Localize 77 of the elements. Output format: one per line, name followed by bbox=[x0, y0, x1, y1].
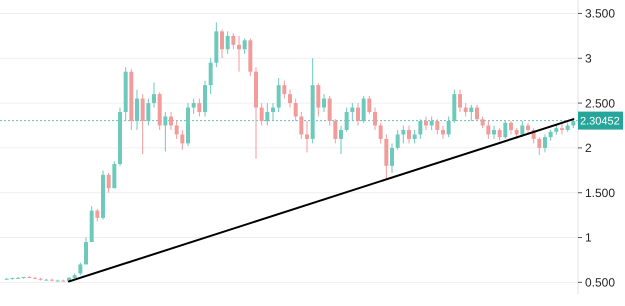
candlestick bbox=[163, 112, 168, 152]
candlestick bbox=[288, 89, 292, 108]
candlestick bbox=[305, 120, 309, 153]
candlestick bbox=[458, 89, 462, 113]
candlestick bbox=[152, 82, 156, 108]
y-tick-label: 1 bbox=[585, 230, 592, 245]
ref-line-label: 2.30452 bbox=[580, 115, 620, 128]
candlestick bbox=[174, 120, 179, 140]
candlestick bbox=[469, 104, 474, 122]
candlestick bbox=[328, 95, 332, 126]
candlestick bbox=[140, 94, 145, 155]
candlestick bbox=[475, 104, 479, 122]
candlestick bbox=[418, 118, 422, 140]
y-tick-label: 1.500 bbox=[585, 186, 616, 200]
candlestick bbox=[424, 116, 428, 130]
candlestick bbox=[503, 120, 508, 140]
candlestick bbox=[78, 262, 82, 276]
candlestick bbox=[294, 98, 298, 122]
y-tick-label: 3.500 bbox=[585, 6, 616, 21]
candlestick bbox=[401, 124, 406, 144]
candlestick bbox=[486, 120, 490, 140]
candlestick bbox=[509, 120, 513, 135]
candlestick bbox=[208, 58, 213, 95]
candlestick bbox=[446, 116, 451, 138]
candlestick bbox=[322, 94, 326, 113]
candlestick bbox=[362, 95, 366, 124]
candlestick bbox=[480, 116, 485, 129]
candlestick bbox=[169, 112, 173, 130]
candlestick bbox=[95, 208, 100, 222]
candlestick bbox=[560, 120, 564, 135]
candlestick bbox=[344, 107, 349, 132]
candlestick bbox=[378, 122, 383, 144]
candlestick bbox=[265, 102, 270, 126]
candlestick bbox=[135, 89, 139, 130]
candlestick bbox=[464, 102, 468, 118]
candlestick bbox=[441, 124, 445, 140]
candlestick bbox=[407, 124, 411, 144]
candlestick bbox=[356, 102, 360, 126]
candlestick bbox=[526, 122, 530, 135]
candlestick bbox=[197, 98, 202, 118]
candlestick bbox=[260, 102, 264, 126]
y-tick-label: 0.500 bbox=[585, 276, 616, 290]
candlestick bbox=[84, 237, 88, 265]
y-tick-label: 3 bbox=[585, 51, 592, 66]
candlestick bbox=[548, 129, 553, 142]
candlestick bbox=[299, 112, 304, 140]
candlestick bbox=[430, 116, 434, 130]
candlestick bbox=[316, 82, 320, 118]
candlestick bbox=[492, 124, 496, 140]
candlestick bbox=[220, 29, 224, 59]
candlestick bbox=[146, 98, 150, 126]
candlestick bbox=[350, 102, 354, 122]
candlestick bbox=[339, 124, 343, 155]
candlestick bbox=[520, 120, 524, 138]
candlestick bbox=[282, 80, 286, 100]
candlestick bbox=[231, 32, 236, 50]
candlestick bbox=[271, 102, 275, 122]
candlestick bbox=[412, 129, 417, 144]
candlestick bbox=[242, 38, 247, 54]
candlestick bbox=[435, 118, 440, 135]
candlestick bbox=[106, 172, 111, 194]
candlestick bbox=[180, 129, 184, 150]
candlestick bbox=[537, 136, 542, 156]
candlestick bbox=[390, 142, 394, 174]
candlestick bbox=[237, 35, 241, 72]
y-tick-label: 2.500 bbox=[585, 96, 616, 110]
candlestick bbox=[367, 95, 372, 114]
candlestick bbox=[543, 134, 547, 153]
candlestick bbox=[226, 30, 230, 54]
candlestick bbox=[276, 77, 281, 113]
candlestick bbox=[396, 129, 400, 150]
candlestick bbox=[192, 98, 196, 114]
candlestick bbox=[514, 128, 519, 140]
candlestick bbox=[333, 118, 338, 144]
y-tick-label: 2 bbox=[585, 141, 592, 156]
candlestick bbox=[373, 107, 377, 130]
candlestick bbox=[498, 128, 502, 142]
